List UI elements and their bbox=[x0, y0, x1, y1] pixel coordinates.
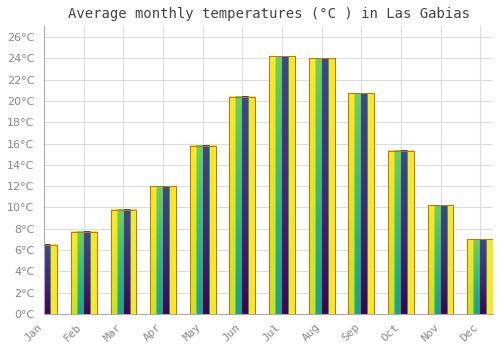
Bar bbox=[308, 58, 334, 314]
Bar bbox=[308, 58, 334, 314]
Bar bbox=[388, 151, 414, 314]
Bar bbox=[71, 232, 96, 314]
Bar bbox=[32, 245, 57, 314]
Bar bbox=[190, 146, 216, 314]
Title: Average monthly temperatures (°C ) in Las Gabias: Average monthly temperatures (°C ) in La… bbox=[68, 7, 469, 21]
Bar bbox=[428, 205, 454, 314]
Bar bbox=[348, 93, 374, 314]
Bar bbox=[230, 97, 255, 314]
Bar bbox=[428, 205, 454, 314]
Bar bbox=[150, 186, 176, 314]
Bar bbox=[71, 232, 96, 314]
Bar bbox=[150, 186, 176, 314]
Bar bbox=[388, 151, 414, 314]
Bar bbox=[190, 146, 216, 314]
Bar bbox=[269, 56, 295, 314]
Bar bbox=[32, 245, 57, 314]
Bar bbox=[468, 239, 493, 314]
Bar bbox=[110, 210, 136, 314]
Bar bbox=[110, 210, 136, 314]
Bar bbox=[348, 93, 374, 314]
Bar bbox=[230, 97, 255, 314]
Bar bbox=[468, 239, 493, 314]
Bar bbox=[269, 56, 295, 314]
